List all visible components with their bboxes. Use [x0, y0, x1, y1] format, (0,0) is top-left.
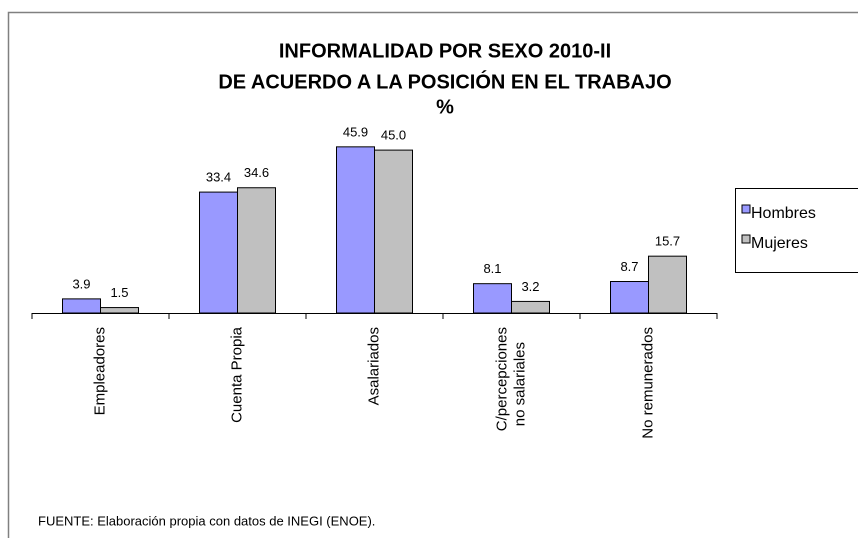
- legend-swatch: [741, 234, 751, 244]
- data-label: 45.9: [343, 124, 368, 139]
- chart-unit: %: [436, 96, 454, 118]
- bar: [473, 283, 512, 314]
- x-tick-label: C/percepcionesno salariales: [493, 327, 528, 431]
- legend-swatch: [741, 204, 751, 214]
- bar: [336, 146, 375, 314]
- bar: [511, 300, 550, 314]
- x-tick-label: Empleadores: [91, 327, 108, 415]
- chart-subtitle: DE ACUERDO A LA POSICIÓN EN EL TRABAJO: [218, 69, 671, 93]
- bar: [237, 187, 276, 314]
- bar: [100, 307, 139, 314]
- data-label: 1.5: [110, 285, 128, 300]
- legend-label: Hombres: [751, 205, 816, 222]
- data-label: 3.9: [72, 276, 90, 291]
- chart-title: INFORMALIDAD POR SEXO 2010-II: [279, 40, 611, 62]
- data-label: 3.2: [521, 279, 539, 294]
- x-tick-label: No remunerados: [639, 327, 656, 439]
- legend-label: Mujeres: [751, 235, 808, 252]
- bar: [374, 149, 413, 314]
- data-label: 8.7: [620, 259, 638, 274]
- x-tick-label: Asalariados: [365, 327, 382, 405]
- bar: [610, 281, 649, 314]
- data-label: 34.6: [244, 165, 269, 180]
- bar: [199, 191, 238, 314]
- data-label: 33.4: [206, 170, 231, 185]
- chart-frame: [7, 11, 858, 538]
- source-note: FUENTE: Elaboración propia con datos de …: [38, 513, 375, 528]
- data-label: 15.7: [655, 234, 680, 249]
- bar: [62, 298, 101, 314]
- legend-box: [735, 188, 858, 273]
- data-label: 45.0: [381, 128, 406, 143]
- data-label: 8.1: [483, 261, 501, 276]
- bar: [648, 255, 687, 314]
- x-tick-label: Cuenta Propia: [228, 326, 245, 423]
